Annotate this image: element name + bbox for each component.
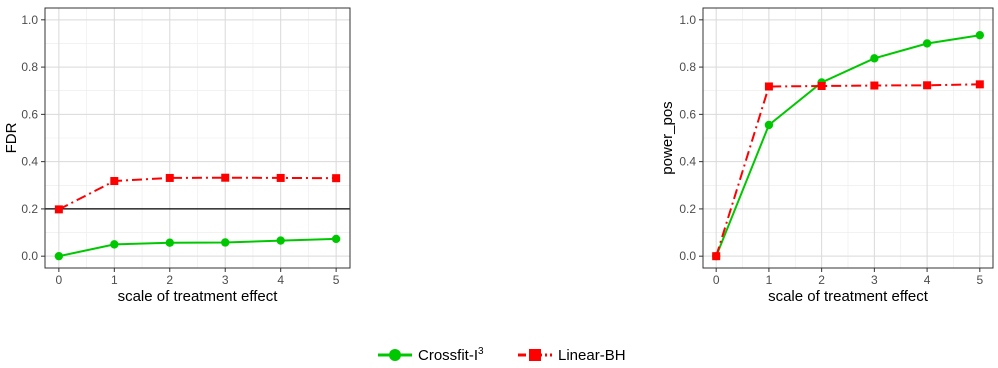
x-tick-label: 3 <box>871 273 878 287</box>
y-tick-label: 0.8 <box>679 60 696 74</box>
data-point <box>764 82 773 91</box>
x-tick-label: 2 <box>166 273 173 287</box>
panel-border <box>44 7 351 269</box>
y-tick-label: 0.6 <box>679 107 696 121</box>
legend-label: Linear-BH <box>558 347 626 364</box>
y-tick-label: 1.0 <box>21 13 38 27</box>
data-point <box>276 173 285 182</box>
data-point <box>764 120 774 130</box>
data-point <box>110 177 119 186</box>
x-tick-label: 3 <box>222 273 229 287</box>
y-axis-label: power_pos <box>659 101 676 174</box>
panel-border <box>702 7 994 269</box>
data-point <box>165 238 174 247</box>
y-tick-label: 0.4 <box>21 155 38 169</box>
x-tick-label: 2 <box>818 273 825 287</box>
x-tick-label: 1 <box>111 273 118 287</box>
data-point <box>975 30 985 40</box>
data-point <box>712 252 721 261</box>
data-point <box>221 238 230 247</box>
series-line-linear-bh <box>715 83 980 257</box>
data-point <box>110 240 119 249</box>
y-tick-label: 0.2 <box>679 202 696 216</box>
series-line-linear-bh <box>58 176 337 211</box>
x-tick-label: 0 <box>713 273 720 287</box>
data-point <box>221 173 230 182</box>
data-point <box>922 39 932 48</box>
legend: Crossfit-I3 Linear-BH <box>378 346 626 364</box>
x-tick-label: 5 <box>976 273 983 287</box>
data-point <box>332 174 341 183</box>
y-tick-label: 0.0 <box>679 249 696 263</box>
data-point <box>331 234 341 244</box>
legend-key-marker <box>529 349 541 361</box>
x-tick-label: 5 <box>333 273 340 287</box>
x-tick-label: 1 <box>766 273 773 287</box>
data-point <box>817 82 826 90</box>
y-tick-label: 0.6 <box>21 107 38 121</box>
x-axis-label: scale of treatment effect <box>118 288 279 305</box>
y-tick-label: 0.2 <box>21 202 38 216</box>
data-point <box>54 251 64 261</box>
x-tick-label: 0 <box>56 273 63 287</box>
legend-label: Crossfit-I3 <box>418 346 484 364</box>
panel-2: 0 1 2 3 4 5 0.0 0.2 0.4 0.6 0.8 1.0 scale of treatme… <box>659 7 994 305</box>
data-point <box>870 81 879 90</box>
x-axis-label: scale of treatment effect <box>768 288 929 305</box>
data-point <box>975 80 984 89</box>
data-point <box>923 81 932 90</box>
y-tick-label: 1.0 <box>679 13 696 27</box>
legend-key-marker <box>389 349 401 361</box>
y-tick-label: 0.0 <box>21 249 38 263</box>
y-axis-label: FDR <box>3 122 20 153</box>
panel-1: 0 1 2 3 4 5 0.0 0.2 0.4 0.6 0.8 1.0 scale of treatme… <box>3 7 351 305</box>
data-point <box>276 236 285 245</box>
series-line-crossfit <box>715 34 980 257</box>
data-point <box>870 54 879 63</box>
series-line-crossfit <box>58 237 337 258</box>
data-point <box>165 173 174 182</box>
data-point <box>54 205 63 214</box>
y-tick-label: 0.4 <box>679 155 696 169</box>
y-tick-label: 0.8 <box>21 60 38 74</box>
x-tick-label: 4 <box>277 273 284 287</box>
x-tick-label: 4 <box>924 273 931 287</box>
